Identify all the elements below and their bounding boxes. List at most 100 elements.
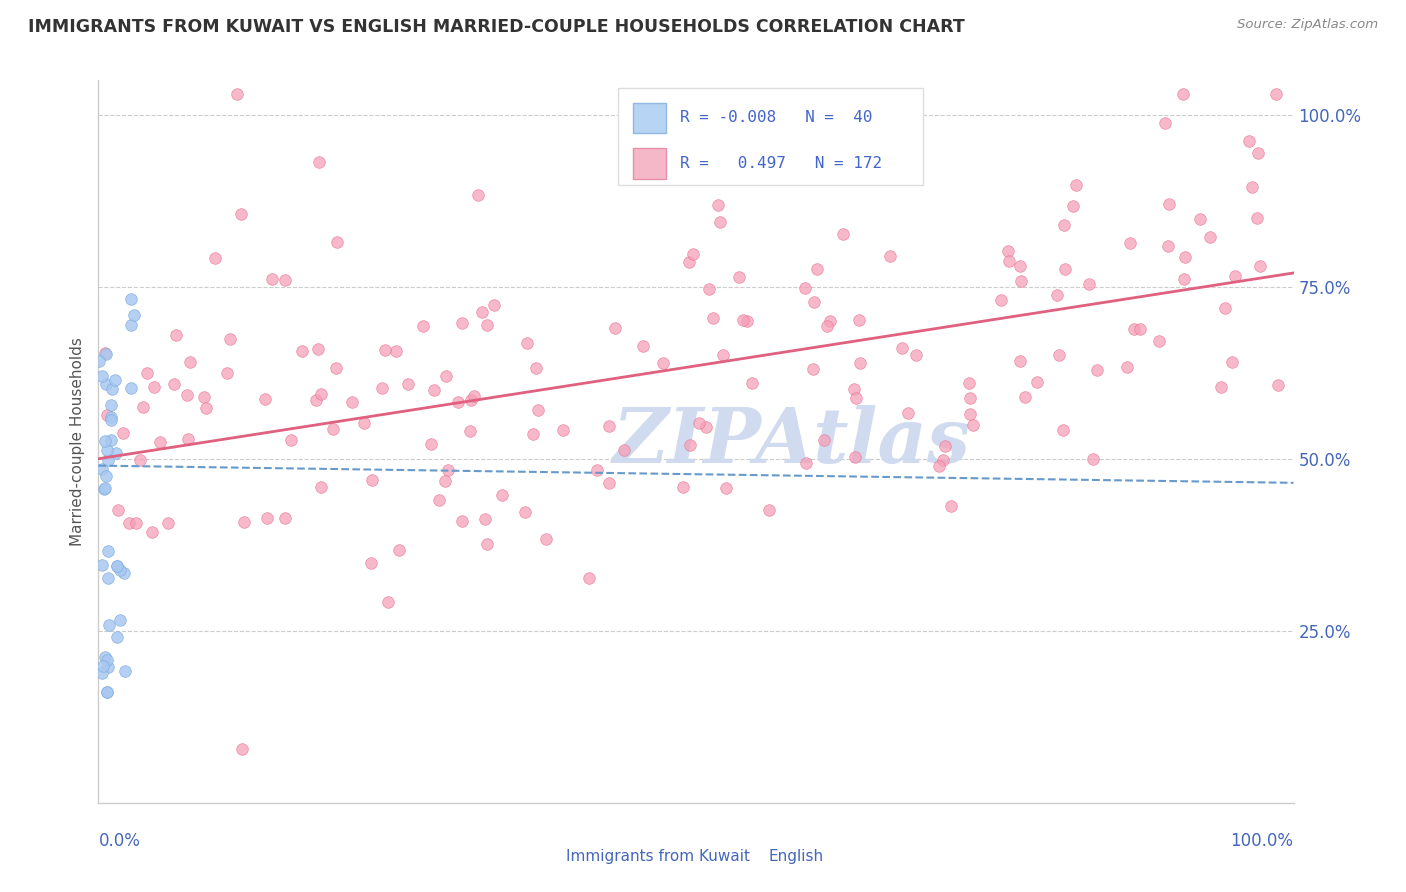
Point xyxy=(997,253,1019,268)
Point xyxy=(165,328,187,343)
Point xyxy=(97,453,120,467)
Point xyxy=(735,314,758,328)
Point xyxy=(97,571,120,585)
Point xyxy=(651,356,673,370)
Point xyxy=(353,416,375,430)
Point xyxy=(94,434,117,448)
Point xyxy=(374,343,396,358)
Point xyxy=(679,438,702,452)
Point xyxy=(451,515,474,529)
Point xyxy=(578,571,600,585)
Point xyxy=(1246,211,1268,226)
Point xyxy=(1052,423,1074,437)
Point xyxy=(1119,236,1142,251)
Point xyxy=(844,450,866,464)
Point xyxy=(105,630,128,644)
Text: R = -0.008   N =  40: R = -0.008 N = 40 xyxy=(681,111,873,126)
Point xyxy=(90,368,112,383)
Point xyxy=(879,249,901,263)
Point xyxy=(231,206,253,220)
Point xyxy=(96,653,118,667)
Point xyxy=(360,556,382,570)
Point xyxy=(114,664,136,678)
Point xyxy=(254,392,277,407)
Point xyxy=(433,475,456,489)
FancyBboxPatch shape xyxy=(633,148,666,178)
Point xyxy=(731,312,754,326)
Point xyxy=(412,318,434,333)
Point xyxy=(962,418,984,433)
Point xyxy=(94,650,117,665)
Point xyxy=(1189,211,1212,226)
Point xyxy=(702,310,724,325)
Point xyxy=(714,482,737,496)
Point xyxy=(516,335,538,350)
Point xyxy=(96,347,118,361)
Point xyxy=(120,318,142,333)
Point xyxy=(1267,378,1289,392)
Point xyxy=(711,348,734,362)
Point xyxy=(463,389,485,403)
Point xyxy=(305,392,328,407)
Point xyxy=(1147,334,1170,348)
Point xyxy=(105,446,128,460)
Text: English: English xyxy=(769,849,824,864)
Point xyxy=(163,377,186,392)
Point xyxy=(1014,390,1036,404)
Point xyxy=(176,432,198,446)
Point xyxy=(695,420,717,434)
Point xyxy=(1064,178,1087,192)
Point xyxy=(326,235,349,249)
Point xyxy=(959,391,981,405)
Point xyxy=(818,314,841,328)
Point xyxy=(388,543,411,558)
Point xyxy=(842,382,865,396)
Point xyxy=(890,342,912,356)
Point xyxy=(371,380,394,394)
Point xyxy=(603,321,626,335)
Point xyxy=(1053,218,1076,232)
Point xyxy=(91,659,114,673)
Point xyxy=(97,660,120,674)
Text: Immigrants from Kuwait: Immigrants from Kuwait xyxy=(565,849,749,864)
Point xyxy=(815,319,838,334)
Point xyxy=(1211,380,1233,394)
FancyBboxPatch shape xyxy=(534,847,558,868)
Point xyxy=(522,426,544,441)
Point xyxy=(105,558,128,573)
Point xyxy=(1025,375,1047,389)
Point xyxy=(1157,239,1180,253)
Point xyxy=(111,425,134,440)
Point xyxy=(928,458,950,473)
Point xyxy=(1213,301,1236,315)
Point xyxy=(1159,197,1181,211)
Point xyxy=(959,407,981,421)
Point xyxy=(458,425,481,439)
Point xyxy=(377,595,399,609)
Point xyxy=(108,563,131,577)
Text: 100.0%: 100.0% xyxy=(1230,831,1294,850)
Point xyxy=(474,512,496,526)
Point xyxy=(176,388,198,402)
Point xyxy=(149,435,172,450)
Point xyxy=(1077,277,1099,292)
Point xyxy=(225,87,247,101)
Point xyxy=(423,383,446,397)
Point xyxy=(1173,272,1195,286)
Point xyxy=(91,665,114,680)
Point xyxy=(613,442,636,457)
Point xyxy=(598,476,620,491)
Point xyxy=(1222,354,1244,368)
Point xyxy=(1223,268,1246,283)
Point xyxy=(322,422,344,436)
Point xyxy=(141,524,163,539)
Point xyxy=(94,346,117,360)
Text: IMMIGRANTS FROM KUWAIT VS ENGLISH MARRIED-COUPLE HOUSEHOLDS CORRELATION CHART: IMMIGRANTS FROM KUWAIT VS ENGLISH MARRIE… xyxy=(28,18,965,36)
Point xyxy=(260,272,283,286)
Text: R =   0.497   N = 172: R = 0.497 N = 172 xyxy=(681,156,883,171)
Point xyxy=(1010,274,1032,288)
FancyBboxPatch shape xyxy=(633,103,666,133)
Point xyxy=(527,403,550,417)
Point xyxy=(806,261,828,276)
Point xyxy=(1241,179,1264,194)
